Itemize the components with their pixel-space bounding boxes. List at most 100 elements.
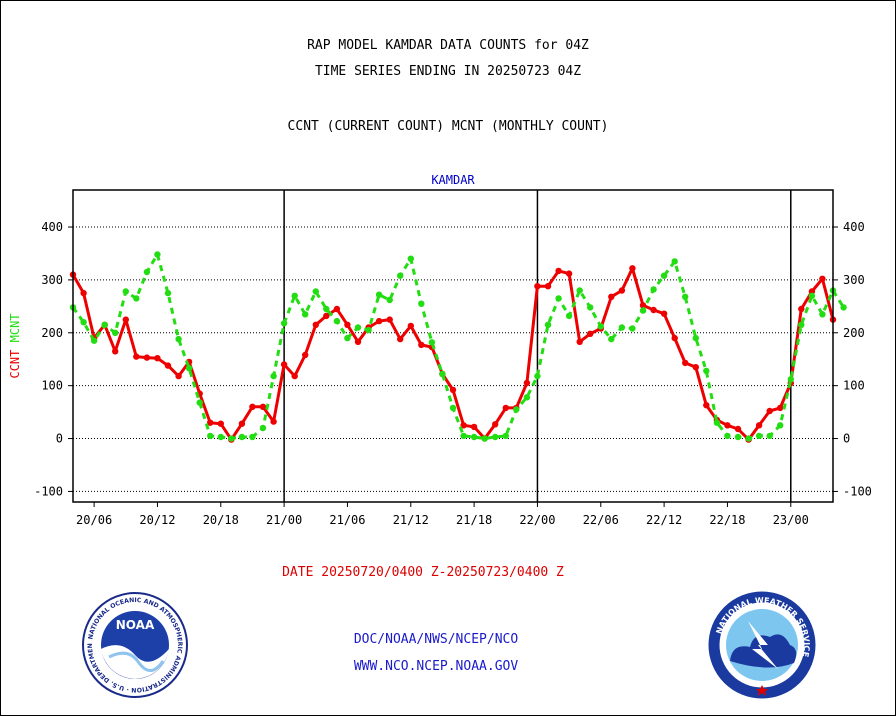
data-point-mcnt xyxy=(597,323,604,330)
data-point-ccnt xyxy=(259,403,267,410)
series-line-mcnt xyxy=(71,253,845,440)
data-point-ccnt xyxy=(492,421,499,428)
data-point-mcnt xyxy=(745,435,752,442)
data-point-mcnt xyxy=(650,286,657,293)
data-point-mcnt xyxy=(618,324,626,331)
data-point-mcnt xyxy=(196,399,203,406)
data-point-mcnt xyxy=(259,424,267,432)
data-point-mcnt xyxy=(375,291,383,298)
x-tick-label: 21/12 xyxy=(393,513,429,527)
data-point-mcnt xyxy=(513,406,520,413)
x-tick-label: 23/00 xyxy=(773,513,809,527)
data-point-mcnt xyxy=(576,287,583,294)
data-point-ccnt xyxy=(618,287,626,294)
data-point-mcnt xyxy=(302,311,309,318)
data-point-mcnt xyxy=(133,295,140,302)
x-tick-label: 22/12 xyxy=(646,513,682,527)
data-point-mcnt xyxy=(270,372,277,380)
data-point-mcnt xyxy=(365,326,372,334)
data-point-ccnt xyxy=(280,361,288,368)
data-point-mcnt xyxy=(703,367,710,375)
x-tick-label: 21/06 xyxy=(329,513,365,527)
data-point-mcnt xyxy=(798,321,805,328)
data-point-mcnt xyxy=(323,305,330,313)
y-tick-label-right: -100 xyxy=(843,484,872,498)
data-point-ccnt xyxy=(576,338,583,345)
data-point-ccnt xyxy=(386,316,393,323)
data-point-ccnt xyxy=(460,422,467,429)
y-tick-label-right: 400 xyxy=(843,220,865,234)
data-point-mcnt xyxy=(808,292,816,299)
data-point-mcnt xyxy=(713,419,721,426)
data-point-ccnt xyxy=(629,265,636,272)
noaa-center-text: NOAA xyxy=(116,618,155,632)
data-point-ccnt xyxy=(80,289,87,297)
series-line-ccnt xyxy=(71,266,835,442)
chart-heading-series-end: TIME SERIES ENDING IN 20250723 04Z xyxy=(314,64,582,79)
data-point-mcnt xyxy=(407,255,414,262)
data-point-ccnt xyxy=(660,310,668,317)
data-point-ccnt xyxy=(534,283,541,290)
data-point-mcnt xyxy=(639,307,647,314)
y-tick-label-left: 400 xyxy=(41,220,63,234)
data-point-mcnt xyxy=(692,334,699,342)
data-point-ccnt xyxy=(671,334,678,342)
data-point-mcnt xyxy=(354,324,362,331)
data-point-ccnt xyxy=(333,305,341,313)
data-point-ccnt xyxy=(819,275,826,282)
data-point-mcnt xyxy=(397,272,404,279)
y-tick-label-left: 200 xyxy=(41,326,63,340)
data-point-mcnt xyxy=(755,432,763,440)
y-tick-label-right: 200 xyxy=(843,326,865,340)
data-point-mcnt xyxy=(164,289,172,297)
data-point-mcnt xyxy=(80,319,87,326)
data-point-mcnt xyxy=(207,432,214,440)
data-point-ccnt xyxy=(164,362,172,369)
chart-heading-model: RAP MODEL KAMDAR DATA COUNTS for 04Z xyxy=(307,38,589,53)
data-point-ccnt xyxy=(323,312,330,320)
data-point-mcnt xyxy=(777,422,784,429)
data-point-ccnt xyxy=(375,317,383,325)
data-point-mcnt xyxy=(249,433,256,441)
x-tick-label: 22/00 xyxy=(519,513,555,527)
data-point-ccnt xyxy=(682,359,689,367)
data-point-mcnt xyxy=(470,433,478,441)
data-point-mcnt xyxy=(819,311,826,318)
data-point-ccnt xyxy=(523,379,531,387)
data-point-mcnt xyxy=(90,337,98,344)
data-point-mcnt xyxy=(608,335,615,343)
data-point-ccnt xyxy=(734,425,742,433)
data-point-mcnt xyxy=(386,296,393,304)
data-point-mcnt xyxy=(333,317,341,325)
data-point-ccnt xyxy=(650,306,657,314)
data-point-ccnt xyxy=(302,351,309,359)
data-point-ccnt xyxy=(798,305,805,313)
data-point-mcnt xyxy=(175,335,182,343)
x-tick-label: 21/00 xyxy=(266,513,302,527)
data-point-mcnt xyxy=(428,339,436,346)
y-tick-label-right: 300 xyxy=(843,273,865,287)
y-tick-label-right: 100 xyxy=(843,379,865,393)
noaa-logo: NATIONAL OCEANIC AND ATMOSPHERIC ADMINIS… xyxy=(81,591,188,698)
data-point-ccnt xyxy=(608,293,615,300)
data-point-ccnt xyxy=(344,321,351,328)
data-point-ccnt xyxy=(154,355,161,362)
data-point-mcnt xyxy=(101,321,108,328)
data-point-mcnt xyxy=(724,432,731,440)
data-point-mcnt xyxy=(787,376,794,383)
data-point-mcnt xyxy=(185,365,193,372)
data-point-mcnt xyxy=(587,304,594,311)
y-tick-label-left: 0 xyxy=(56,432,63,446)
org-path-label: DOC/NOAA/NWS/NCEP/NCO xyxy=(353,632,519,647)
data-point-ccnt xyxy=(703,402,710,409)
data-point-ccnt xyxy=(565,270,573,277)
x-tick-label: 22/18 xyxy=(709,513,745,527)
data-point-ccnt xyxy=(544,283,552,290)
data-point-mcnt xyxy=(492,433,499,441)
y-tick-label-left: 300 xyxy=(41,273,63,287)
data-point-mcnt xyxy=(565,312,573,320)
data-point-ccnt xyxy=(207,419,214,426)
data-point-mcnt xyxy=(840,304,847,311)
